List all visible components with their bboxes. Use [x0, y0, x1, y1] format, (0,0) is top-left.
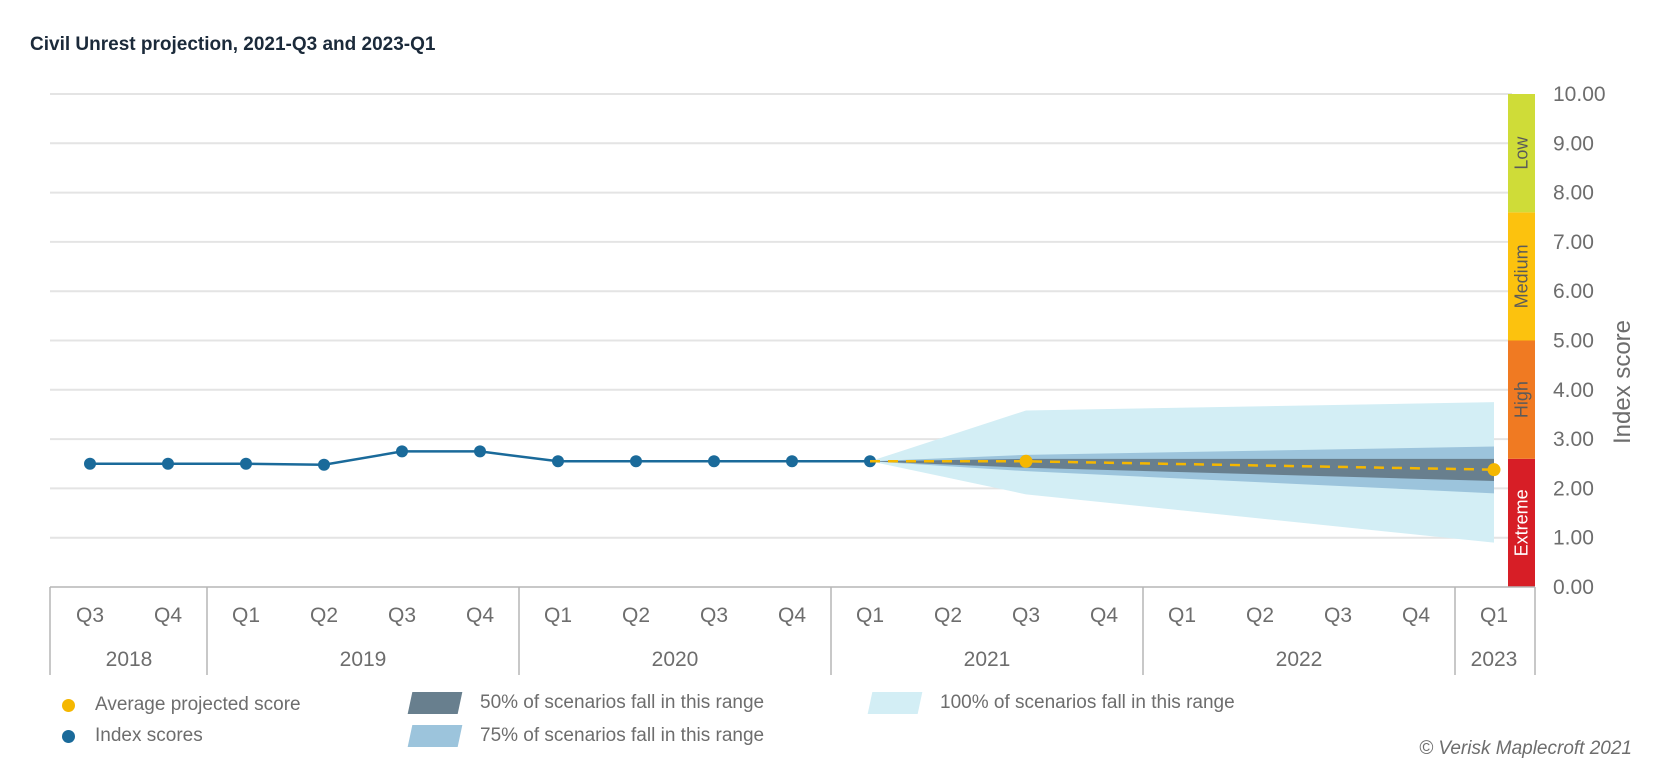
- y-tick-label: 1.00: [1553, 527, 1594, 550]
- y-tick-label: 6.00: [1553, 280, 1594, 303]
- x-tick-label: Q4: [466, 604, 494, 627]
- x-tick-label: Q4: [778, 604, 806, 627]
- y-axis-ticks: 0.00 1.00 2.00 3.00 4.00 5.00 6.00 7.00 8.00 9.00…: [1553, 83, 1606, 599]
- legend-label: 100% of scenarios fall in this range: [940, 692, 1235, 713]
- index-score-point: [84, 457, 96, 470]
- index-score-point: [474, 445, 486, 458]
- x-tick-label: Q1: [232, 604, 260, 627]
- index-score-point: [162, 457, 174, 470]
- x-tick-label: Q1: [1168, 604, 1196, 627]
- legend-item-75pct-range: 75% of scenarios fall in this range: [407, 725, 765, 747]
- legend-label: Index scores: [95, 725, 203, 746]
- projected-score-point: [1487, 463, 1501, 477]
- risk-band: [1508, 458, 1535, 587]
- x-tick-label: Q4: [154, 604, 182, 627]
- legend-item-50pct-range: 50% of scenarios fall in this range: [407, 692, 765, 714]
- chart-title: Civil Unrest projection, 2021-Q3 and 202…: [30, 34, 436, 55]
- y-tick-label: 5.00: [1553, 330, 1594, 353]
- x-tick-label: Q1: [1480, 604, 1508, 627]
- y-tick-label: 2.00: [1553, 477, 1594, 500]
- legend-item-100pct-range: 100% of scenarios fall in this range: [867, 692, 1235, 714]
- x-tick-label: Q2: [1246, 604, 1274, 627]
- year-label: 2022: [1276, 648, 1323, 671]
- y-axis-label: Index score: [1609, 320, 1636, 444]
- y-tick-label: 9.00: [1553, 132, 1594, 155]
- risk-bands: Extreme High Medium Low: [1508, 94, 1535, 587]
- x-axis: Q3 Q4 Q1 Q2 Q3 Q4 Q1 Q2 Q3 Q4 Q1 Q2 Q3 Q4 Q1 Q2 Q3 Q4 Q1 20…: [49, 586, 1536, 675]
- year-label: 2019: [340, 648, 387, 671]
- x-tick-label: Q4: [1402, 604, 1430, 627]
- risk-band-label: Low: [1512, 136, 1532, 170]
- x-tick-label: Q4: [1090, 604, 1118, 627]
- y-tick-label: 7.00: [1553, 231, 1594, 254]
- index-score-point: [552, 455, 564, 468]
- projected-score-point: [1019, 454, 1033, 468]
- year-label: 2023: [1471, 648, 1518, 671]
- risk-band-label: Medium: [1512, 244, 1532, 308]
- year-label: 2018: [106, 648, 153, 671]
- x-tick-label: Q3: [76, 604, 104, 627]
- legend-swatch-75pct: [407, 725, 463, 747]
- year-label: 2020: [652, 648, 699, 671]
- x-tick-label: Q3: [700, 604, 728, 627]
- index-score-point: [318, 458, 330, 471]
- x-tick-label: Q1: [544, 604, 572, 627]
- index-score-point: [396, 445, 408, 458]
- y-tick-label: 0.00: [1553, 576, 1594, 599]
- scenario-ranges: [870, 402, 1494, 543]
- legend-swatch-50pct: [407, 692, 463, 714]
- legend-label: 75% of scenarios fall in this range: [480, 725, 765, 746]
- legend-label: 50% of scenarios fall in this range: [480, 692, 765, 713]
- x-tick-label: Q3: [1012, 604, 1040, 627]
- legend-label: Average projected score: [95, 694, 301, 715]
- year-label: 2021: [964, 648, 1011, 671]
- x-tick-label: Q1: [856, 604, 884, 627]
- x-tick-label: Q2: [934, 604, 962, 627]
- x-tick-label: Q2: [622, 604, 650, 627]
- y-tick-label: 10.00: [1553, 83, 1606, 106]
- risk-band: [1508, 212, 1535, 341]
- risk-band: [1508, 340, 1535, 459]
- legend-dot-index-scores: [62, 729, 75, 743]
- y-tick-label: 8.00: [1553, 182, 1594, 205]
- projection-line: [870, 460, 1495, 471]
- x-tick-label: Q3: [1324, 604, 1352, 627]
- risk-band-label: Extreme: [1512, 489, 1532, 556]
- index-score-point: [786, 455, 798, 468]
- legend-item-index-scores: Index scores: [62, 725, 203, 747]
- legend-swatch-100pct: [867, 692, 923, 714]
- x-tick-label: Q2: [310, 604, 338, 627]
- index-score-point: [240, 457, 252, 470]
- y-tick-label: 3.00: [1553, 428, 1594, 451]
- x-tick-label: Q3: [388, 604, 416, 627]
- copyright-notice: © Verisk Maplecroft 2021: [1419, 738, 1632, 759]
- legend-dot-average-projected: [62, 698, 75, 712]
- legend-item-average-projected: Average projected score: [62, 694, 301, 716]
- series: [84, 445, 1501, 477]
- risk-band-label: High: [1512, 381, 1532, 418]
- index-score-point: [708, 455, 720, 468]
- index-score-point: [630, 455, 642, 468]
- risk-band: [1508, 94, 1535, 213]
- y-tick-label: 4.00: [1553, 379, 1594, 402]
